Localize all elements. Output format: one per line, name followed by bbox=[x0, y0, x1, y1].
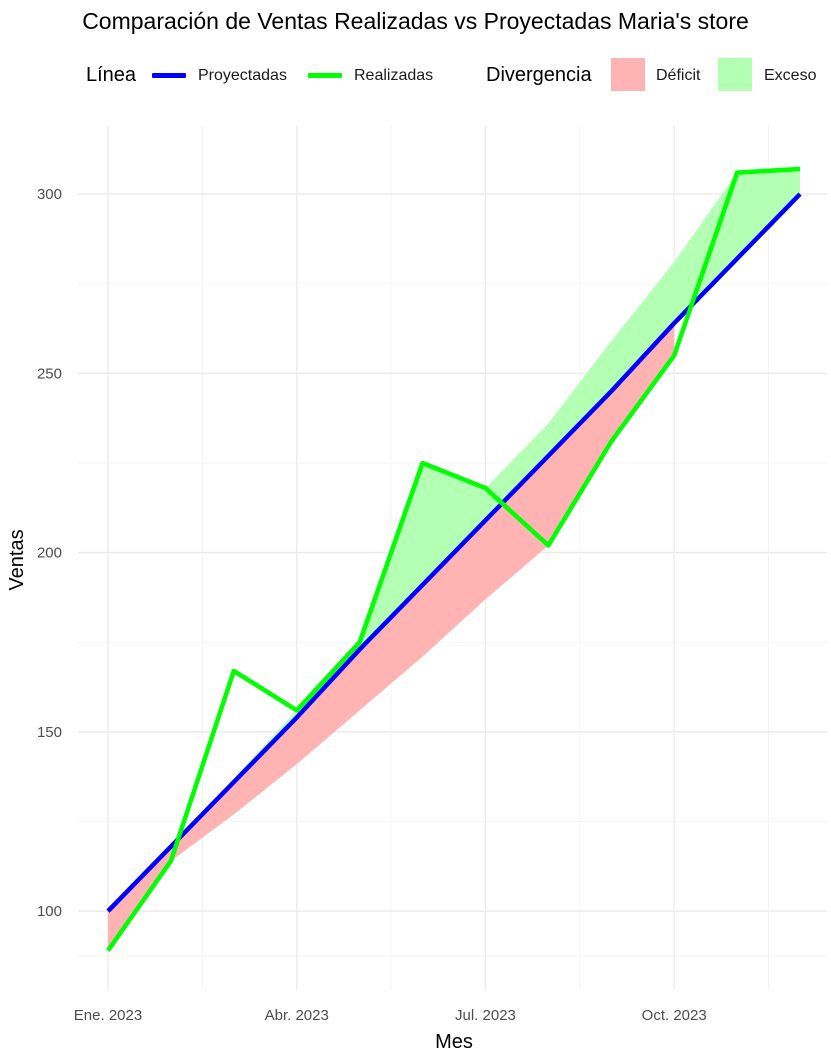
legend: Línea Proyectadas Realizadas Divergencia… bbox=[86, 58, 826, 94]
band-dficit bbox=[108, 323, 675, 951]
y-axis-title: Ventas bbox=[6, 529, 28, 590]
x-tick-labels: Ene. 2023 Abr. 2023 Jul. 2023 Oct. 2023 bbox=[74, 1007, 707, 1024]
y-tick-label: 200 bbox=[37, 545, 62, 562]
legend-swatch-realizadas bbox=[308, 73, 342, 78]
x-tick-label: Oct. 2023 bbox=[642, 1007, 707, 1024]
band-exceso bbox=[233, 169, 800, 783]
grid-minor bbox=[78, 126, 827, 990]
y-tick-label: 150 bbox=[37, 724, 62, 741]
series-line-realizadas bbox=[106, 166, 801, 952]
series-line-proyectadas bbox=[106, 192, 802, 913]
legend-title-linea: Línea bbox=[86, 64, 137, 86]
grid-major bbox=[78, 126, 827, 990]
y-tick-labels: 100 150 200 250 300 bbox=[37, 186, 62, 920]
divergence-bands bbox=[108, 169, 800, 951]
y-tick-label: 300 bbox=[37, 186, 62, 203]
x-axis-title: Mes bbox=[435, 1031, 473, 1053]
legend-swatch-proyectadas bbox=[152, 73, 186, 78]
legend-label-proyectadas: Proyectadas bbox=[198, 67, 287, 84]
series-lines bbox=[106, 166, 802, 952]
legend-swatch-deficit bbox=[611, 58, 645, 91]
legend-label-deficit: Déficit bbox=[656, 67, 701, 84]
legend-label-realizadas: Realizadas bbox=[354, 67, 434, 84]
chart-title: Comparación de Ventas Realizadas vs Proy… bbox=[82, 8, 749, 34]
legend-title-divergencia: Divergencia bbox=[486, 64, 592, 86]
x-tick-label: Abr. 2023 bbox=[265, 1007, 329, 1024]
legend-label-exceso: Exceso bbox=[764, 67, 817, 84]
x-tick-label: Ene. 2023 bbox=[74, 1007, 142, 1024]
y-tick-label: 100 bbox=[37, 903, 62, 920]
x-tick-label: Jul. 2023 bbox=[455, 1007, 516, 1024]
legend-swatch-exceso bbox=[718, 58, 752, 91]
y-tick-label: 250 bbox=[37, 365, 62, 382]
